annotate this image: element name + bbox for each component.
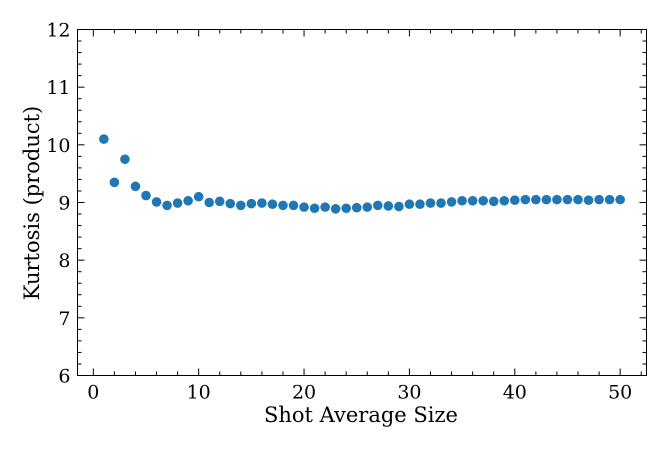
x-tick-label: 50 bbox=[608, 382, 632, 404]
data-point bbox=[246, 198, 257, 209]
data-point bbox=[531, 194, 541, 205]
data-point bbox=[278, 200, 288, 211]
data-point bbox=[193, 191, 204, 202]
data-point bbox=[594, 194, 604, 205]
data-point bbox=[373, 200, 383, 211]
data-point bbox=[383, 201, 394, 211]
data-point bbox=[267, 199, 278, 210]
data-point bbox=[425, 198, 436, 208]
data-point bbox=[151, 197, 162, 207]
data-point bbox=[573, 194, 583, 205]
data-point bbox=[288, 200, 299, 211]
x-tick-label: 20 bbox=[292, 382, 316, 404]
data-point bbox=[320, 202, 330, 212]
y-tick-label: 10 bbox=[46, 135, 70, 157]
data-point bbox=[99, 134, 109, 144]
data-point bbox=[552, 194, 562, 205]
y-tick-label: 9 bbox=[58, 193, 70, 215]
data-point bbox=[120, 154, 130, 165]
data-point bbox=[172, 198, 183, 208]
data-point bbox=[130, 181, 141, 192]
y-tick-label: 11 bbox=[46, 77, 70, 99]
data-point bbox=[299, 202, 309, 212]
data-point bbox=[225, 198, 236, 209]
data-point bbox=[467, 195, 478, 206]
data-point bbox=[214, 196, 225, 207]
data-point bbox=[236, 200, 246, 211]
data-point bbox=[520, 194, 531, 205]
x-tick-label: 0 bbox=[87, 382, 99, 404]
ticks-layer bbox=[77, 29, 647, 376]
y-tick-label: 6 bbox=[58, 366, 70, 388]
y-tick-label: 8 bbox=[58, 250, 70, 272]
data-point bbox=[341, 203, 351, 214]
plot-frame bbox=[77, 29, 647, 376]
data-point bbox=[330, 204, 341, 214]
data-point bbox=[509, 195, 520, 205]
x-tick-label: 40 bbox=[503, 382, 527, 404]
data-point bbox=[309, 203, 320, 214]
data-point bbox=[615, 194, 625, 205]
data-point bbox=[478, 195, 488, 206]
data-point bbox=[541, 194, 552, 205]
y-tick-label: 12 bbox=[46, 20, 70, 42]
data-point bbox=[362, 202, 373, 212]
data-point bbox=[436, 198, 446, 208]
x-axis-label: Shot Average Size bbox=[264, 403, 458, 427]
data-point bbox=[562, 194, 573, 205]
data-point bbox=[404, 199, 415, 210]
data-point bbox=[183, 195, 193, 206]
data-point bbox=[351, 202, 362, 213]
labels-layer: 0 10 20 30 40 50 6 7 8 9 10 11 12 bbox=[46, 20, 632, 404]
points-layer bbox=[99, 134, 625, 214]
y-axis-label: Kurtosis (product) bbox=[20, 106, 44, 301]
x-tick-label: 10 bbox=[187, 382, 211, 404]
data-point bbox=[499, 195, 510, 206]
data-point bbox=[583, 195, 594, 205]
data-point bbox=[394, 201, 404, 212]
x-tick-label: 30 bbox=[397, 382, 421, 404]
data-point bbox=[162, 200, 172, 211]
data-point bbox=[141, 190, 151, 201]
data-point bbox=[257, 198, 267, 208]
data-point bbox=[446, 197, 457, 207]
data-point bbox=[204, 197, 215, 208]
y-tick-label: 7 bbox=[58, 308, 70, 330]
data-point bbox=[415, 199, 425, 210]
data-point bbox=[457, 195, 467, 206]
data-point bbox=[109, 177, 120, 188]
data-point bbox=[604, 194, 615, 205]
data-point bbox=[488, 196, 499, 207]
